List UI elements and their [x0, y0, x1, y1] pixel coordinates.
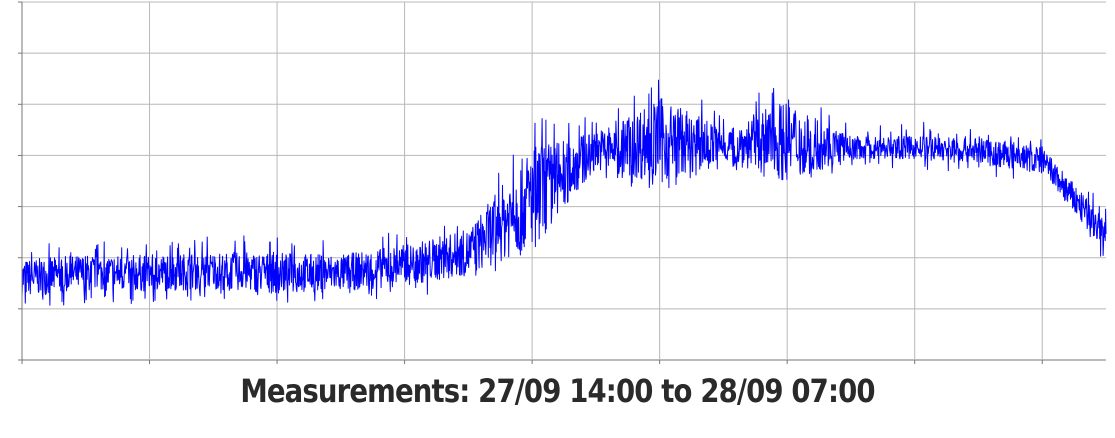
signal-chart [18, 1, 1107, 364]
series-line [21, 79, 1107, 306]
chart-caption: Measurements: 27/09 14:00 to 28/09 07:00 [240, 372, 875, 410]
